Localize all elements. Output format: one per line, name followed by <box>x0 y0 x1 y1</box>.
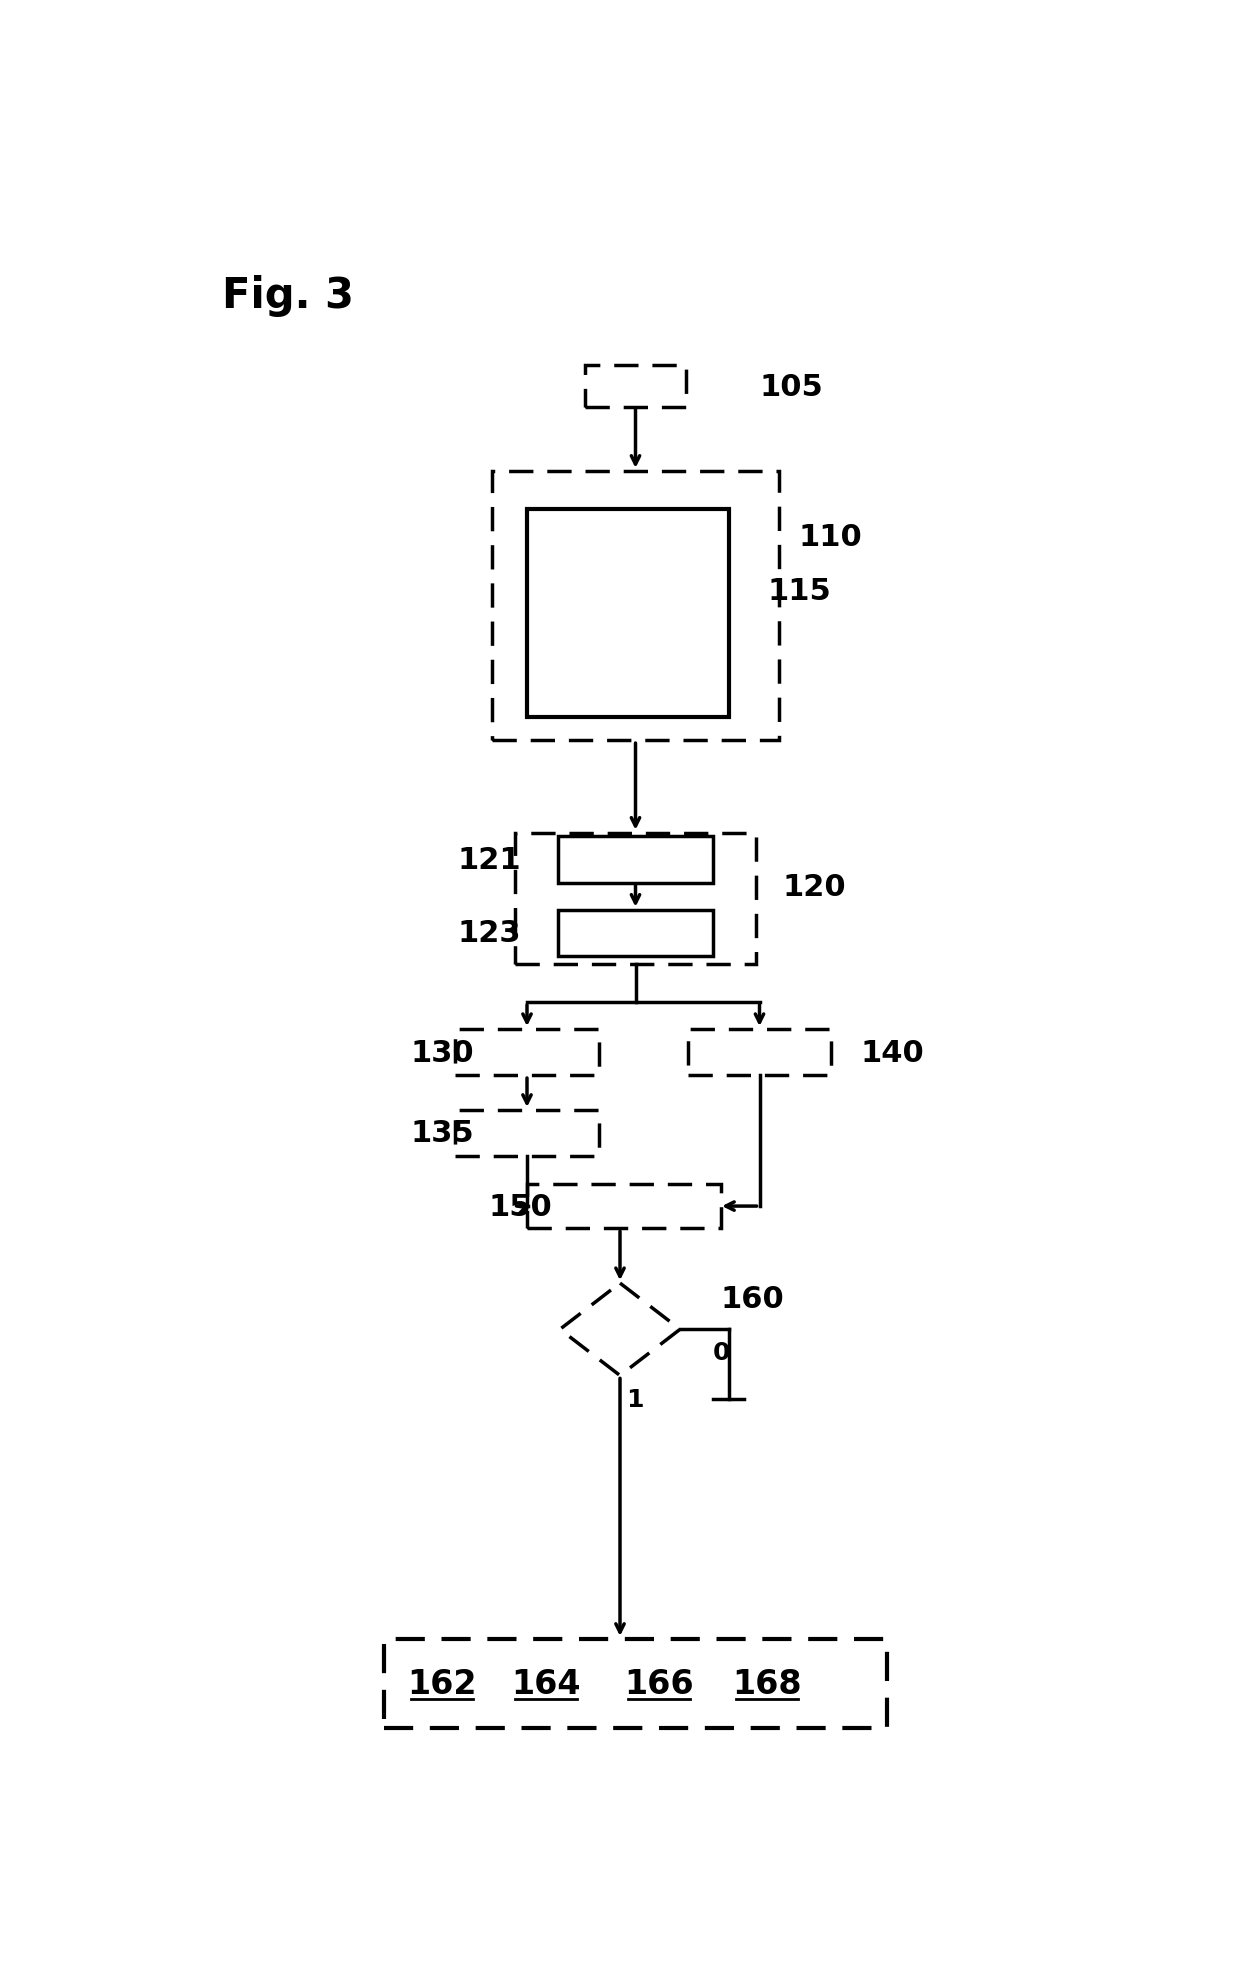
Bar <box>383 1640 888 1728</box>
Bar <box>455 1111 599 1156</box>
Bar <box>558 910 713 957</box>
Bar <box>585 365 686 408</box>
Text: 105: 105 <box>759 373 823 401</box>
Text: 160: 160 <box>720 1284 785 1314</box>
Text: 115: 115 <box>768 576 831 606</box>
Text: 168: 168 <box>733 1667 802 1701</box>
Text: 164: 164 <box>512 1667 582 1701</box>
Text: 162: 162 <box>407 1667 476 1701</box>
Text: 0: 0 <box>713 1342 730 1365</box>
Text: 130: 130 <box>410 1038 475 1067</box>
Text: 140: 140 <box>861 1038 924 1067</box>
Text: 123: 123 <box>458 919 521 947</box>
Bar <box>492 472 779 740</box>
Text: Fig. 3: Fig. 3 <box>222 274 355 318</box>
Text: 121: 121 <box>458 846 521 874</box>
Bar <box>527 1184 720 1229</box>
Bar <box>558 837 713 884</box>
Bar <box>688 1030 831 1075</box>
Text: 150: 150 <box>489 1192 552 1221</box>
Text: 110: 110 <box>799 523 862 550</box>
Bar <box>527 509 729 718</box>
Text: 166: 166 <box>624 1667 693 1701</box>
Text: 135: 135 <box>410 1119 475 1148</box>
Text: 1: 1 <box>626 1387 644 1411</box>
Bar <box>455 1030 599 1075</box>
Text: 120: 120 <box>782 872 847 902</box>
Polygon shape <box>560 1282 680 1375</box>
Bar <box>516 833 755 965</box>
